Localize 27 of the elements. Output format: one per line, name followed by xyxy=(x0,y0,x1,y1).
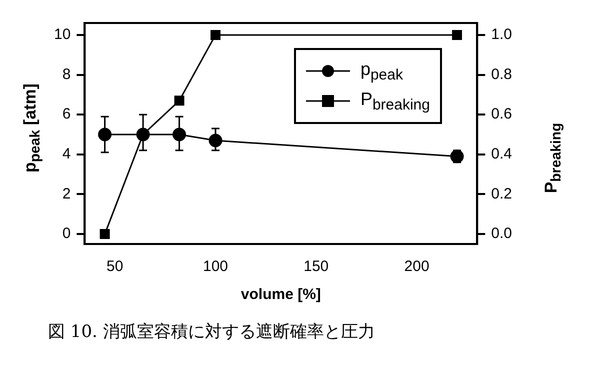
x-tick-label: 150 xyxy=(304,258,329,276)
y-tick-label: 0 xyxy=(62,225,71,242)
x-tick-label: 50 xyxy=(106,258,124,276)
point xyxy=(452,30,462,40)
y-tick-label: 8 xyxy=(62,66,71,83)
caption: 図 10. 消弧室容積に対する遮断確率と圧力 xyxy=(48,321,375,343)
x-tick-label: 100 xyxy=(202,258,228,276)
point xyxy=(98,128,112,142)
point xyxy=(174,96,184,106)
y2-tick-label: 0.2 xyxy=(491,185,512,202)
legend-label: P$_{breaking}$ xyxy=(360,88,430,114)
y-tick-label: 2 xyxy=(62,185,71,202)
y-tick-label: 6 xyxy=(62,106,71,123)
point xyxy=(208,134,222,148)
y2-tick-label: 0.0 xyxy=(491,225,512,242)
y-tick-label: 10 xyxy=(54,26,71,44)
legend-label: p$_{peak}$ xyxy=(360,58,403,84)
point xyxy=(100,229,110,240)
point xyxy=(210,30,220,40)
y2-tick-label: 1.0 xyxy=(491,26,512,44)
x-axis-title: volume [%] xyxy=(240,286,321,304)
point xyxy=(172,128,186,142)
y2-tick-label: 0.6 xyxy=(491,106,512,123)
y-tick-label: 4 xyxy=(62,146,71,163)
y2-tick-label: 0.4 xyxy=(491,146,512,163)
y2-tick-label: 0.8 xyxy=(491,66,512,83)
x-tick-label: 200 xyxy=(404,258,430,276)
